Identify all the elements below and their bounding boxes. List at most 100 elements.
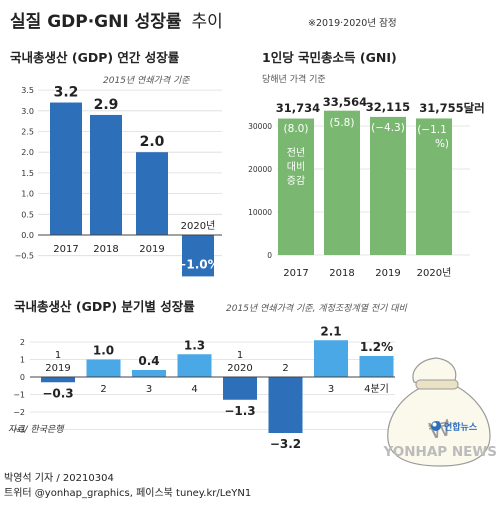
- gdp-quarterly-y-tick: 2: [20, 338, 25, 347]
- gni-value-label: 31,734: [276, 101, 320, 115]
- gdp-quarterly-chart: 2 1 0 −1 −2 −3 −0.3 1 2019 1.0 2 0.4 3 1.3 4 −1.3 1 2020 −…: [13, 324, 395, 451]
- gdp-quarterly-x-label: 4: [191, 384, 197, 395]
- gdp-quarterly-bar: [314, 340, 348, 377]
- gdp-quarterly-x-label: 4분기: [364, 383, 389, 395]
- gni-value-label: 33,564: [323, 95, 367, 109]
- gni-value-label: 32,115: [366, 100, 410, 114]
- gdp-quarterly-x-label: 2: [100, 384, 106, 395]
- gni-change-label: (8.0): [284, 123, 309, 135]
- gni-y-tick: 10000: [248, 208, 272, 217]
- gdp-quarterly-value-label: 2.1: [320, 324, 341, 338]
- gdp-annual-value-label: −1.0%: [176, 257, 219, 271]
- gdp-quarterly-x-label: 2020: [227, 363, 252, 374]
- gdp-quarterly-bar: [41, 377, 75, 383]
- gdp-annual-value-label: 2.9: [94, 97, 119, 113]
- gdp-annual-x-label: 2017: [53, 244, 78, 255]
- gni-change-label: (−1.1: [417, 124, 447, 136]
- gni-change-note: 대비: [287, 161, 305, 173]
- gdp-annual-bar: [90, 114, 122, 235]
- gni-y-tick: 0: [267, 251, 272, 260]
- gni-x-label: 2020년: [417, 267, 452, 279]
- source-note: 자료/ 한국은행: [8, 424, 65, 435]
- gdp-annual-chart: 3.5 3.0 2.5 2.0 1.5 1.0 0.5 0.0 −0.5 3.2 2017 2.9 20…: [15, 85, 222, 277]
- gdp-annual-x-label: 2020년: [181, 220, 216, 232]
- gdp-annual-y-tick: 2.0: [21, 148, 34, 157]
- gdp-annual-y-tick: 3.5: [21, 86, 34, 95]
- gdp-quarterly-bar: [177, 354, 212, 377]
- footer-byline: 박영석 기자 / 20210304: [4, 473, 114, 484]
- gdp-annual-title: 국내총생산 (GDP) 연간 성장률: [10, 50, 180, 65]
- gdp-annual-value-label: 3.2: [54, 85, 79, 101]
- gni-x-label: 2019: [375, 268, 400, 279]
- gdp-quarterly-y-tick: 0: [20, 373, 25, 382]
- gdp-annual-y-tick: −0.5: [15, 252, 34, 261]
- gdp-quarterly-bar: [86, 359, 121, 377]
- gdp-annual-bar: [50, 102, 82, 236]
- gdp-quarterly-value-label: −1.3: [224, 404, 255, 418]
- yonhap-wordmark: YONHAP NEWS: [382, 444, 497, 460]
- gni-y-tick: 30000: [248, 122, 272, 131]
- gdp-quarterly-y-tick: −2: [13, 408, 25, 417]
- won-sign-icon: ₩: [427, 416, 454, 445]
- gdp-annual-y-tick: 0.5: [21, 210, 34, 219]
- gdp-annual-subtitle: 2015년 연쇄가격 기준: [103, 75, 190, 86]
- gdp-annual-y-tick: 0.0: [21, 231, 34, 240]
- provisional-note: ※2019·2020년 잠정: [308, 18, 397, 29]
- gdp-quarterly-value-label: 1.3: [184, 338, 205, 352]
- gni-x-label: 2017: [283, 268, 308, 279]
- gdp-annual-y-tick: 1.0: [21, 190, 34, 199]
- gdp-annual-y-tick: 3.0: [21, 107, 34, 116]
- gdp-annual-bar: [136, 152, 168, 235]
- page-title: 실질 GDP·GNI 성장률 추이: [10, 11, 223, 32]
- gdp-quarterly-x-label: 3: [328, 384, 334, 395]
- page-title-main: 실질 GDP·GNI 성장률: [10, 11, 182, 32]
- gdp-quarterly-y-tick: −3: [13, 426, 25, 435]
- gdp-quarterly-value-label: 1.2%: [360, 340, 393, 354]
- yonhap-logo-icon: [431, 421, 441, 431]
- gdp-quarterly-bar: [359, 356, 394, 377]
- footer-social: 트위터 @yonhap_graphics, 페이스북 tuney.kr/LeYN…: [4, 488, 252, 499]
- gdp-quarterly-x-label: 2019: [45, 363, 70, 374]
- gni-x-label: 2018: [329, 268, 354, 279]
- gni-change-note: 전년: [287, 147, 305, 159]
- gdp-quarterly-y-tick: 1: [20, 356, 25, 365]
- gdp-quarterly-y-tick: −1: [13, 391, 25, 400]
- gni-title: 1인당 국민총소득 (GNI): [262, 50, 397, 65]
- gni-change-note: 증감: [287, 175, 305, 187]
- gdp-quarterly-x-label: 1: [55, 350, 61, 361]
- gni-change-label: (5.8): [330, 117, 355, 129]
- gdp-quarterly-value-label: −0.3: [42, 386, 73, 400]
- gni-bar: [370, 116, 406, 255]
- gni-bar: [278, 118, 314, 256]
- gni-change-label: (−4.3): [371, 122, 405, 134]
- gdp-annual-bar: [182, 235, 214, 277]
- gdp-quarterly-x-label: 2: [282, 363, 288, 374]
- gdp-quarterly-bar: [132, 370, 166, 377]
- gdp-annual-y-tick: 1.5: [21, 169, 34, 178]
- gdp-quarterly-value-label: 0.4: [138, 354, 159, 368]
- gdp-quarterly-x-label: 1: [237, 350, 243, 361]
- gni-value-label: 31,755달러: [419, 101, 485, 115]
- gni-change-suffix: %): [435, 138, 449, 150]
- gdp-quarterly-value-label: −3.2: [270, 437, 301, 451]
- gni-bar: [324, 110, 360, 255]
- gni-y-tick: 20000: [248, 165, 272, 174]
- gdp-quarterly-title: 국내총생산 (GDP) 분기별 성장률: [14, 299, 195, 314]
- gni-bar: [416, 118, 452, 256]
- gni-subtitle: 당해년 가격 기준: [262, 73, 326, 85]
- gdp-annual-x-label: 2019: [139, 244, 164, 255]
- gdp-quarterly-value-label: 1.0: [93, 344, 114, 358]
- gdp-quarterly-subtitle: 2015년 연쇄가격 기준, 계정조정계열 전기 대비: [226, 303, 408, 314]
- page-title-sub: 추이: [191, 12, 222, 32]
- yonhap-logo: 연합뉴스 YONHAP NEWS: [382, 421, 497, 460]
- gdp-annual-y-tick: 2.5: [21, 128, 34, 137]
- gdp-quarterly-bar: [223, 377, 257, 400]
- gdp-quarterly-x-label: 3: [146, 384, 152, 395]
- gdp-quarterly-bar: [268, 377, 303, 433]
- gdp-annual-x-label: 2018: [93, 244, 118, 255]
- gdp-annual-value-label: 2.0: [140, 134, 165, 150]
- yonhap-brand: 연합뉴스: [444, 421, 478, 433]
